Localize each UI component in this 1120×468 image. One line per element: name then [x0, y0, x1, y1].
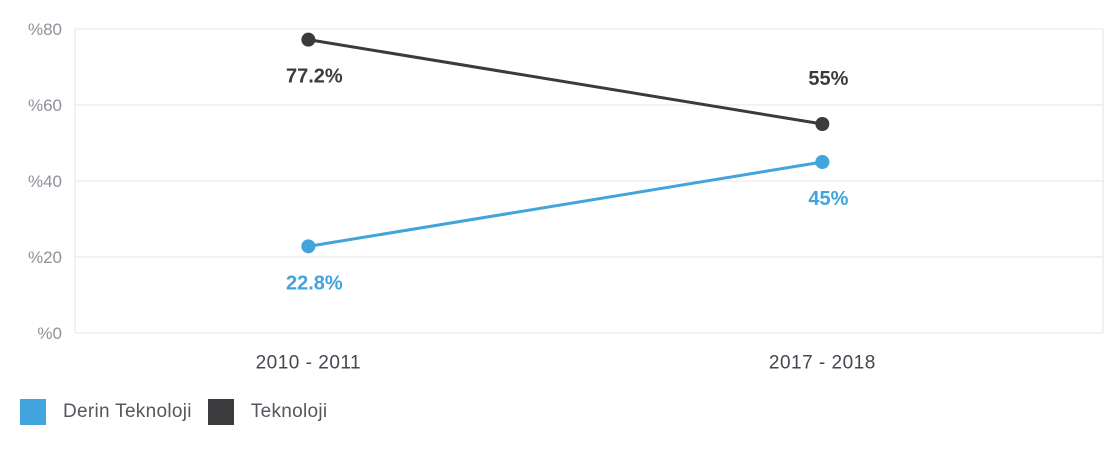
legend-item-derin-teknoloji[interactable]: Derin Teknoloji — [20, 399, 192, 425]
series-line-derin-teknoloji — [308, 160, 823, 248]
data-point-teknoloji-2010 - 2011[interactable] — [301, 32, 316, 47]
y-tick-label: %20 — [28, 248, 62, 267]
gridlines — [75, 28, 1103, 334]
x-tick-label: 2017 - 2018 — [769, 353, 876, 374]
plot-borders — [74, 29, 1104, 333]
data-label-derin-teknoloji-2010 - 2011: 22.8% — [286, 272, 343, 294]
data-label-derin-teknoloji-2017 - 2018: 45% — [808, 188, 848, 210]
x-axis-tick-labels: 2010 - 2011 2017 - 2018 — [256, 353, 876, 374]
line-chart: %0 %20 %40 %60 %80 22.8% 45% 77.2% 55% 2010 - 201… — [28, 20, 1104, 374]
y-axis-tick-labels: %0 %20 %40 %60 %80 — [28, 20, 62, 343]
data-point-teknoloji-2017 - 2018[interactable] — [815, 117, 830, 131]
legend-swatch-derin-teknoloji — [20, 399, 46, 425]
data-point-derin-teknoloji-2010 - 2011[interactable] — [301, 239, 316, 254]
legend-swatch-teknoloji — [207, 399, 234, 425]
y-tick-label: %60 — [28, 96, 62, 115]
chart-legend: Derin Teknoloji Teknoloji — [20, 399, 327, 425]
legend-item-teknoloji[interactable]: Teknoloji — [207, 399, 328, 425]
y-tick-label: %80 — [28, 20, 62, 39]
series-line-teknoloji — [308, 38, 823, 126]
x-tick-label: 2010 - 2011 — [256, 353, 362, 374]
legend-label-derin-teknoloji: Derin Teknoloji — [63, 401, 192, 422]
data-point-derin-teknoloji-2017 - 2018[interactable] — [815, 155, 830, 169]
data-label-teknoloji-2017 - 2018: 55% — [808, 68, 848, 90]
y-tick-label: %0 — [37, 324, 62, 343]
series-derin-teknoloji: 22.8% 45% — [286, 155, 849, 294]
series-teknoloji: 77.2% 55% — [286, 32, 849, 131]
data-label-teknoloji-2010 - 2011: 77.2% — [286, 66, 343, 88]
legend-label-teknoloji: Teknoloji — [250, 401, 328, 422]
y-tick-label: %40 — [28, 172, 62, 191]
